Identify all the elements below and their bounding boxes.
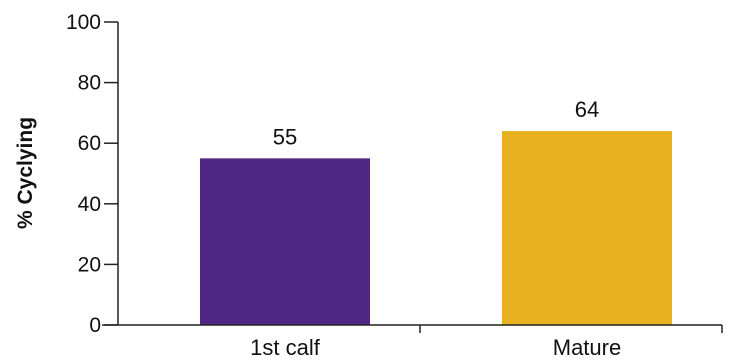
bar-mature [502,131,672,325]
y-ticks-layer: 0 20 40 60 80 100 [66,11,118,337]
y-axis-title: % Cyclying [14,117,37,229]
y-tick-label: 80 [78,72,101,95]
y-tick-label: 0 [89,314,101,337]
x-tick-label: 1st calf [250,335,321,360]
x-ticks-layer: 1st calf Mature [250,325,723,360]
axes-layer [102,22,722,326]
data-labels-layer: 55 64 [273,97,599,149]
y-tick-label: 60 [78,132,101,155]
data-label: 64 [575,97,599,122]
y-tick-label: 100 [66,11,101,34]
bar-first-calf [200,158,370,325]
bars-layer [200,131,672,325]
data-label: 55 [273,124,297,149]
y-tick-label: 20 [78,253,101,276]
x-tick-label: Mature [553,335,621,360]
y-tick-label: 40 [78,193,101,216]
